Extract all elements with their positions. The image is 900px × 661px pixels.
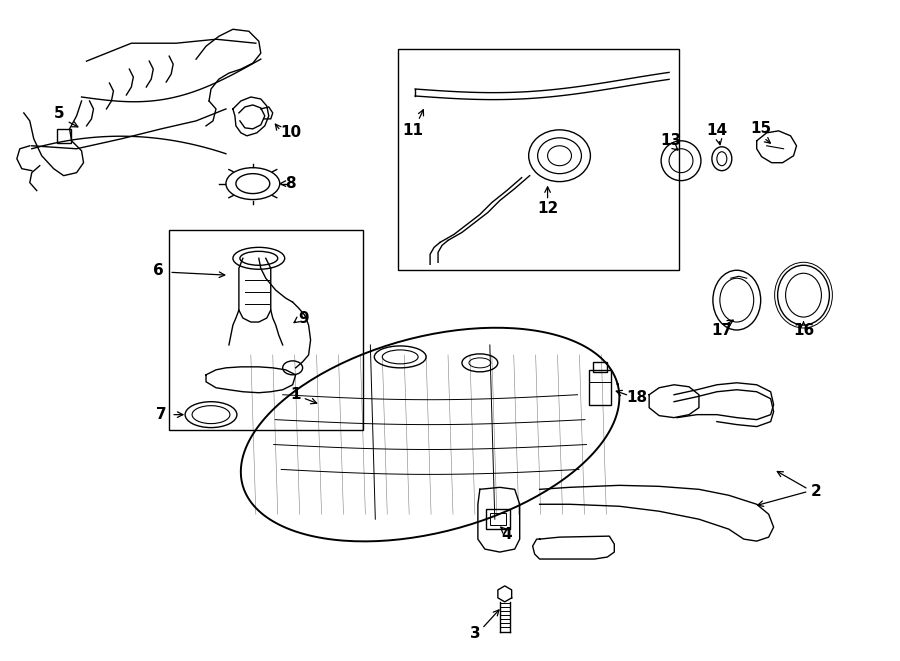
Bar — [486, 509, 509, 529]
Text: 15: 15 — [750, 122, 771, 136]
Text: 13: 13 — [661, 134, 681, 148]
Text: 10: 10 — [280, 126, 302, 140]
Text: 7: 7 — [156, 407, 166, 422]
Text: 3: 3 — [470, 626, 481, 641]
Text: 8: 8 — [285, 176, 296, 191]
Text: 2: 2 — [811, 484, 822, 499]
Text: 12: 12 — [537, 201, 558, 216]
Bar — [490, 513, 506, 525]
Text: 14: 14 — [706, 124, 727, 138]
Text: 5: 5 — [53, 106, 64, 122]
Text: 1: 1 — [291, 387, 301, 403]
Text: 11: 11 — [402, 124, 424, 138]
Bar — [398, 49, 679, 270]
Bar — [590, 370, 611, 405]
Text: 17: 17 — [711, 323, 733, 338]
Text: 6: 6 — [153, 263, 164, 278]
Bar — [593, 362, 608, 372]
Text: 4: 4 — [501, 527, 512, 541]
Bar — [169, 231, 364, 430]
Text: 18: 18 — [626, 390, 648, 405]
Text: 16: 16 — [793, 323, 814, 338]
Bar — [57, 129, 70, 143]
Text: 9: 9 — [298, 311, 309, 326]
